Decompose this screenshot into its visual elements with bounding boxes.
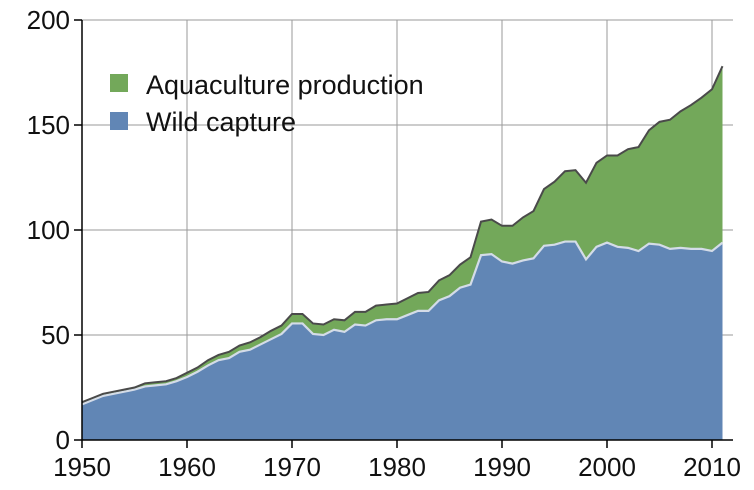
legend-swatch-aquaculture bbox=[110, 74, 128, 92]
x-tick-label-1980: 1980 bbox=[368, 452, 426, 482]
y-tick-label-0: 0 bbox=[56, 425, 70, 455]
legend: Aquaculture production Wild capture bbox=[110, 70, 424, 137]
x-tick-label-2010: 2010 bbox=[683, 452, 741, 482]
x-tick-label-1960: 1960 bbox=[158, 452, 216, 482]
x-tick-label-1970: 1970 bbox=[263, 452, 321, 482]
area-aquaculture-production bbox=[82, 66, 723, 405]
axes: 0 50 100 150 200 1950 1960 1970 1980 1990 2000 2010 bbox=[27, 5, 741, 482]
y-tick-label-50: 50 bbox=[41, 320, 70, 350]
area-series-layer bbox=[81, 65, 724, 440]
area-wild-capture bbox=[82, 241, 723, 440]
legend-swatch-wild-capture bbox=[110, 112, 128, 130]
x-tick-label-1990: 1990 bbox=[473, 452, 531, 482]
legend-label-wild-capture: Wild capture bbox=[146, 107, 296, 137]
y-tick-label-100: 100 bbox=[27, 215, 70, 245]
legend-label-aquaculture: Aquaculture production bbox=[146, 70, 424, 100]
y-tick-label-150: 150 bbox=[27, 110, 70, 140]
x-tick-label-2000: 2000 bbox=[578, 452, 636, 482]
wild-capture-boundary-line bbox=[81, 240, 724, 406]
total-boundary-line bbox=[81, 65, 724, 404]
x-tick-label-1950: 1950 bbox=[53, 452, 111, 482]
y-tick-label-200: 200 bbox=[27, 5, 70, 35]
